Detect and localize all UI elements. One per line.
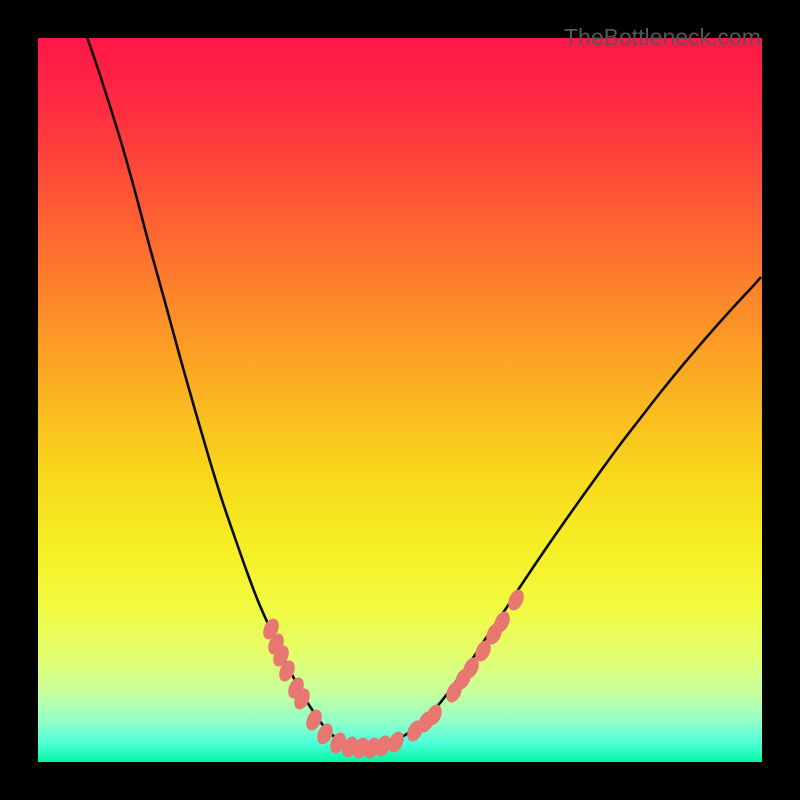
watermark-text: TheBottleneck.com — [564, 24, 761, 51]
bottleneck-chart — [0, 0, 800, 800]
